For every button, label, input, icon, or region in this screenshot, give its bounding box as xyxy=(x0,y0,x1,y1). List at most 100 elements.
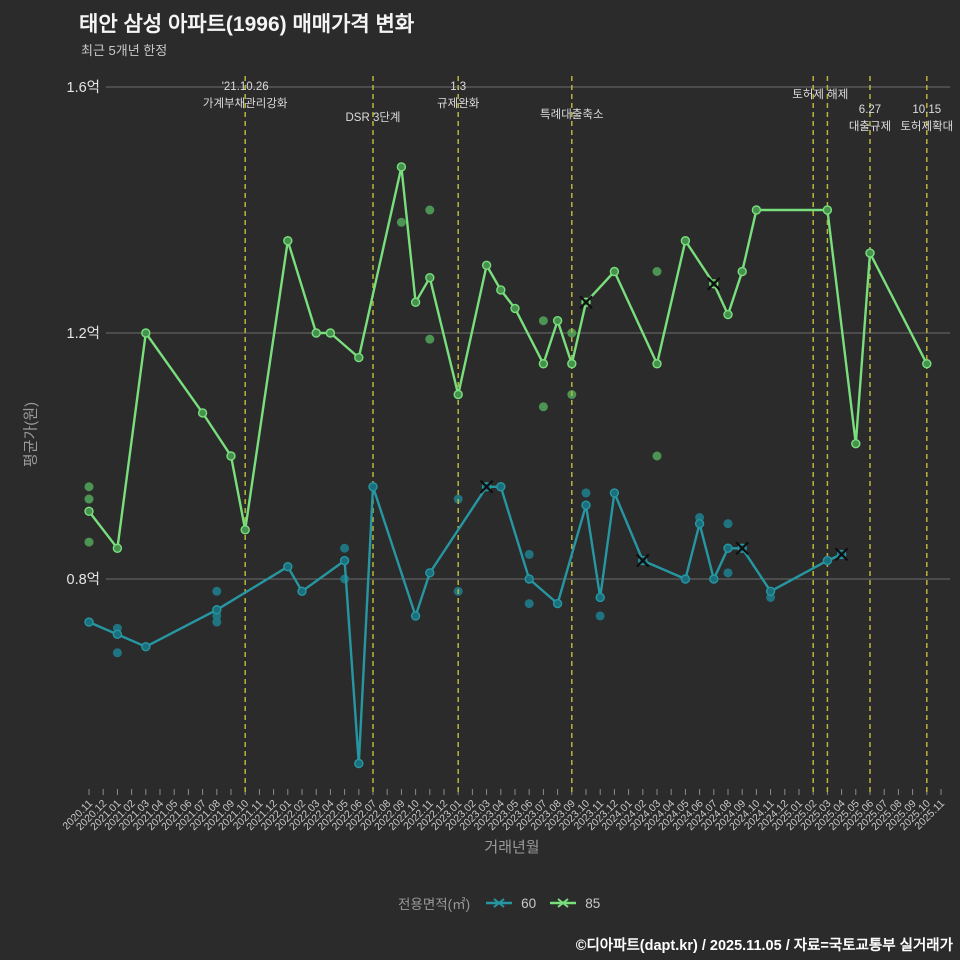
series-marker-85 xyxy=(510,303,520,314)
series-marker-60 xyxy=(339,555,350,566)
x-axis: 2020.112020.122021.012021.022021.032021.… xyxy=(60,789,947,833)
series-marker-60 xyxy=(112,629,123,640)
series-line-60 xyxy=(87,485,843,765)
scatter-dot-60 xyxy=(595,611,605,621)
legend-marker-60 xyxy=(486,898,513,908)
event-label: '21.10.26 xyxy=(222,81,269,93)
series-marker-85 xyxy=(496,285,506,295)
series-line-85 xyxy=(87,165,928,550)
scatter-dot-85 xyxy=(425,334,435,344)
series-marker-60 xyxy=(496,482,506,492)
event-label: 가계부채관리강화 xyxy=(203,97,288,110)
series-marker-60 xyxy=(709,574,719,584)
event-label: 특례대출축소 xyxy=(540,108,603,121)
event-label: 1.3 xyxy=(450,81,466,93)
series-marker-60 xyxy=(524,574,534,584)
series-marker-60 xyxy=(141,641,151,652)
high-x-marker-60 xyxy=(834,547,849,562)
x-axis-title: 거래년월 xyxy=(484,839,540,856)
chart-subtitle: 최근 5개년 한정 xyxy=(81,43,168,58)
y-axis-title: 평균가(원) xyxy=(22,401,40,468)
series-marker-60 xyxy=(680,574,691,584)
series-marker-85 xyxy=(822,205,833,215)
high-x-marker-85 xyxy=(707,277,721,291)
scatter-dot-85 xyxy=(84,494,94,504)
series-marker-60 xyxy=(425,568,435,578)
event-label: 토허제확대 xyxy=(900,120,953,133)
legend-entry-85[interactable]: 85 xyxy=(548,896,600,911)
scatter-dot-85 xyxy=(425,205,435,215)
series-60 xyxy=(84,479,849,769)
series-marker-85 xyxy=(922,359,932,369)
scatter-dot-60 xyxy=(340,543,350,553)
event-label: 대출규제 xyxy=(849,120,891,133)
y-tick-label: 0.8억 xyxy=(67,571,101,588)
series-marker-85 xyxy=(354,352,364,363)
legend-label-60: 60 xyxy=(521,895,537,911)
high-x-marker-60 xyxy=(735,541,749,556)
series-marker-60 xyxy=(595,592,605,603)
legend: 전용면적(㎡) 60 85 xyxy=(398,893,600,913)
scatter-dot-60 xyxy=(524,549,534,559)
y-tick-label: 1.2억 xyxy=(67,325,101,342)
series-marker-85 xyxy=(453,389,463,400)
high-x-marker-60 xyxy=(479,479,494,494)
series-marker-85 xyxy=(751,205,762,215)
series-marker-60 xyxy=(297,586,307,596)
event-label: 토허제 해제 xyxy=(792,88,848,101)
series-marker-85 xyxy=(141,328,151,338)
legend-entry-60[interactable]: 60 xyxy=(484,896,536,911)
y-tick-label: 1.6억 xyxy=(67,79,101,96)
scatter-dot-60 xyxy=(723,568,733,578)
series-marker-60 xyxy=(609,488,620,498)
series-marker-60 xyxy=(283,562,293,572)
series-marker-85 xyxy=(851,439,861,449)
series-marker-60 xyxy=(84,617,94,627)
scatter-dot-60 xyxy=(112,648,122,658)
legend-label-85: 85 xyxy=(585,895,601,911)
series-marker-85 xyxy=(226,451,236,461)
series-marker-85 xyxy=(311,328,321,338)
series-marker-85 xyxy=(865,248,875,258)
scatter-dot-60 xyxy=(212,617,222,627)
scatter-dot-60 xyxy=(723,519,733,529)
series-marker-85 xyxy=(481,260,492,271)
scatter-dot-85 xyxy=(396,217,406,227)
series-marker-60 xyxy=(765,586,776,596)
legend-marker-85 xyxy=(550,898,577,908)
high-x-marker-60 xyxy=(636,553,650,568)
series-marker-60 xyxy=(354,758,364,769)
series-marker-60 xyxy=(552,598,563,609)
event-label: 6.27 xyxy=(859,104,881,116)
scatter-dot-85 xyxy=(538,316,548,326)
series-marker-85 xyxy=(609,266,620,277)
series-marker-60 xyxy=(212,605,222,615)
series-marker-85 xyxy=(112,543,123,553)
scatter-dot-85 xyxy=(84,537,94,547)
scatter-dot-60 xyxy=(581,488,591,498)
series-marker-85 xyxy=(567,359,577,369)
footer-credit: ©디아파트(dapt.kr) / 2025.11.05 / 자료=국토교통부 실… xyxy=(575,938,953,954)
series-marker-85 xyxy=(723,309,733,320)
series-marker-85 xyxy=(680,236,691,246)
event-lines xyxy=(244,76,928,795)
scatter-dot-60 xyxy=(212,586,222,596)
event-label: DSR 3단계 xyxy=(345,111,400,124)
series-marker-60 xyxy=(694,518,705,529)
series-marker-60 xyxy=(723,543,733,553)
series-marker-85 xyxy=(425,272,435,283)
scatter-dot-60 xyxy=(524,599,534,609)
legend-title: 전용면적(㎡) xyxy=(398,897,471,912)
series-marker-85 xyxy=(538,359,549,369)
scatter-dot-85 xyxy=(538,402,548,412)
scatter-dot-85 xyxy=(652,451,662,461)
event-label: 규제완화 xyxy=(437,97,480,110)
series-marker-85 xyxy=(552,316,563,326)
high-x-marker-85 xyxy=(579,295,593,310)
series-marker-85 xyxy=(652,359,662,369)
series-marker-85 xyxy=(197,408,208,418)
series-marker-60 xyxy=(581,500,591,510)
series-marker-85 xyxy=(325,328,336,338)
